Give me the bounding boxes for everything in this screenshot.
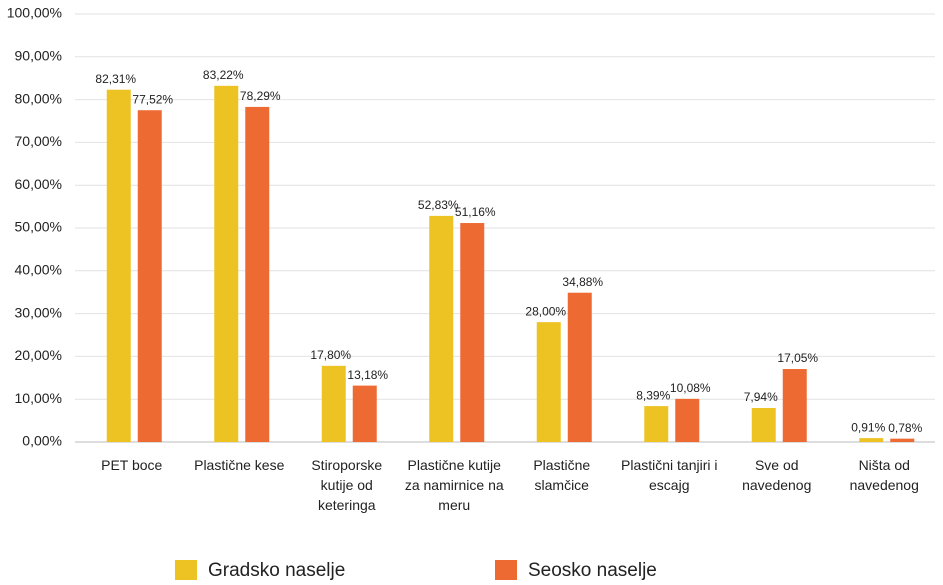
y-tick-label: 40,00% <box>15 262 62 278</box>
y-tick-label: 50,00% <box>15 219 62 235</box>
bar <box>245 106 270 443</box>
y-tick-label: 80,00% <box>15 90 62 106</box>
x-tick-label: Plastični tanjiri i escajg <box>621 457 718 493</box>
data-label: 10,08% <box>670 381 711 395</box>
y-tick-label: 60,00% <box>15 176 62 192</box>
x-tick-label: Ništa od navedenog <box>849 457 919 493</box>
data-label: 7,94% <box>744 390 778 404</box>
y-tick-label: 10,00% <box>15 390 62 406</box>
bar <box>429 215 454 442</box>
x-tick-label: Plastične kutije za namirnice na meru <box>404 457 504 513</box>
bar <box>137 110 162 442</box>
y-tick-label: 70,00% <box>15 133 62 149</box>
y-tick-label: 20,00% <box>15 347 62 363</box>
data-label: 83,22% <box>203 68 244 82</box>
bar <box>890 438 915 442</box>
x-tick-label: Sve od navedenog <box>742 457 812 493</box>
data-label: 13,18% <box>347 368 388 382</box>
data-label: 34,88% <box>562 275 603 289</box>
data-label: 0,78% <box>888 421 922 435</box>
legend-swatch <box>175 560 197 580</box>
bar <box>352 385 377 442</box>
data-label: 28,00% <box>525 304 566 318</box>
bar <box>106 89 131 443</box>
bar <box>214 85 239 443</box>
y-tick-label: 30,00% <box>15 304 62 320</box>
bar <box>859 438 884 442</box>
x-tick-label: PET boce <box>101 457 163 473</box>
data-label: 82,31% <box>95 72 136 86</box>
legend-label: Seosko naselje <box>528 560 657 581</box>
bar <box>782 369 807 442</box>
bar <box>536 322 561 442</box>
x-tick-label: Stiroporske kutije od keteringa <box>311 457 383 513</box>
data-label: 77,52% <box>132 92 173 106</box>
data-label: 8,39% <box>636 388 670 402</box>
data-label: 17,05% <box>777 351 818 365</box>
bar <box>675 398 700 442</box>
data-label: 51,16% <box>455 205 496 219</box>
data-label: 52,83% <box>418 198 459 212</box>
x-tick-label: Plastične slamčice <box>533 457 591 493</box>
y-tick-label: 90,00% <box>15 48 62 64</box>
legend-swatch <box>495 560 517 580</box>
x-tick-label: Plastične kese <box>194 457 285 473</box>
bar <box>321 365 346 442</box>
data-label: 17,80% <box>310 348 351 362</box>
legend-label: Gradsko naselje <box>208 560 345 581</box>
data-label: 78,29% <box>240 89 281 103</box>
bar <box>751 408 776 442</box>
bar <box>460 223 485 442</box>
bar <box>567 292 592 442</box>
data-label: 0,91% <box>851 420 885 434</box>
y-tick-label: 0,00% <box>22 433 62 449</box>
y-tick-label: 100,00% <box>7 5 62 21</box>
bar <box>644 406 669 442</box>
